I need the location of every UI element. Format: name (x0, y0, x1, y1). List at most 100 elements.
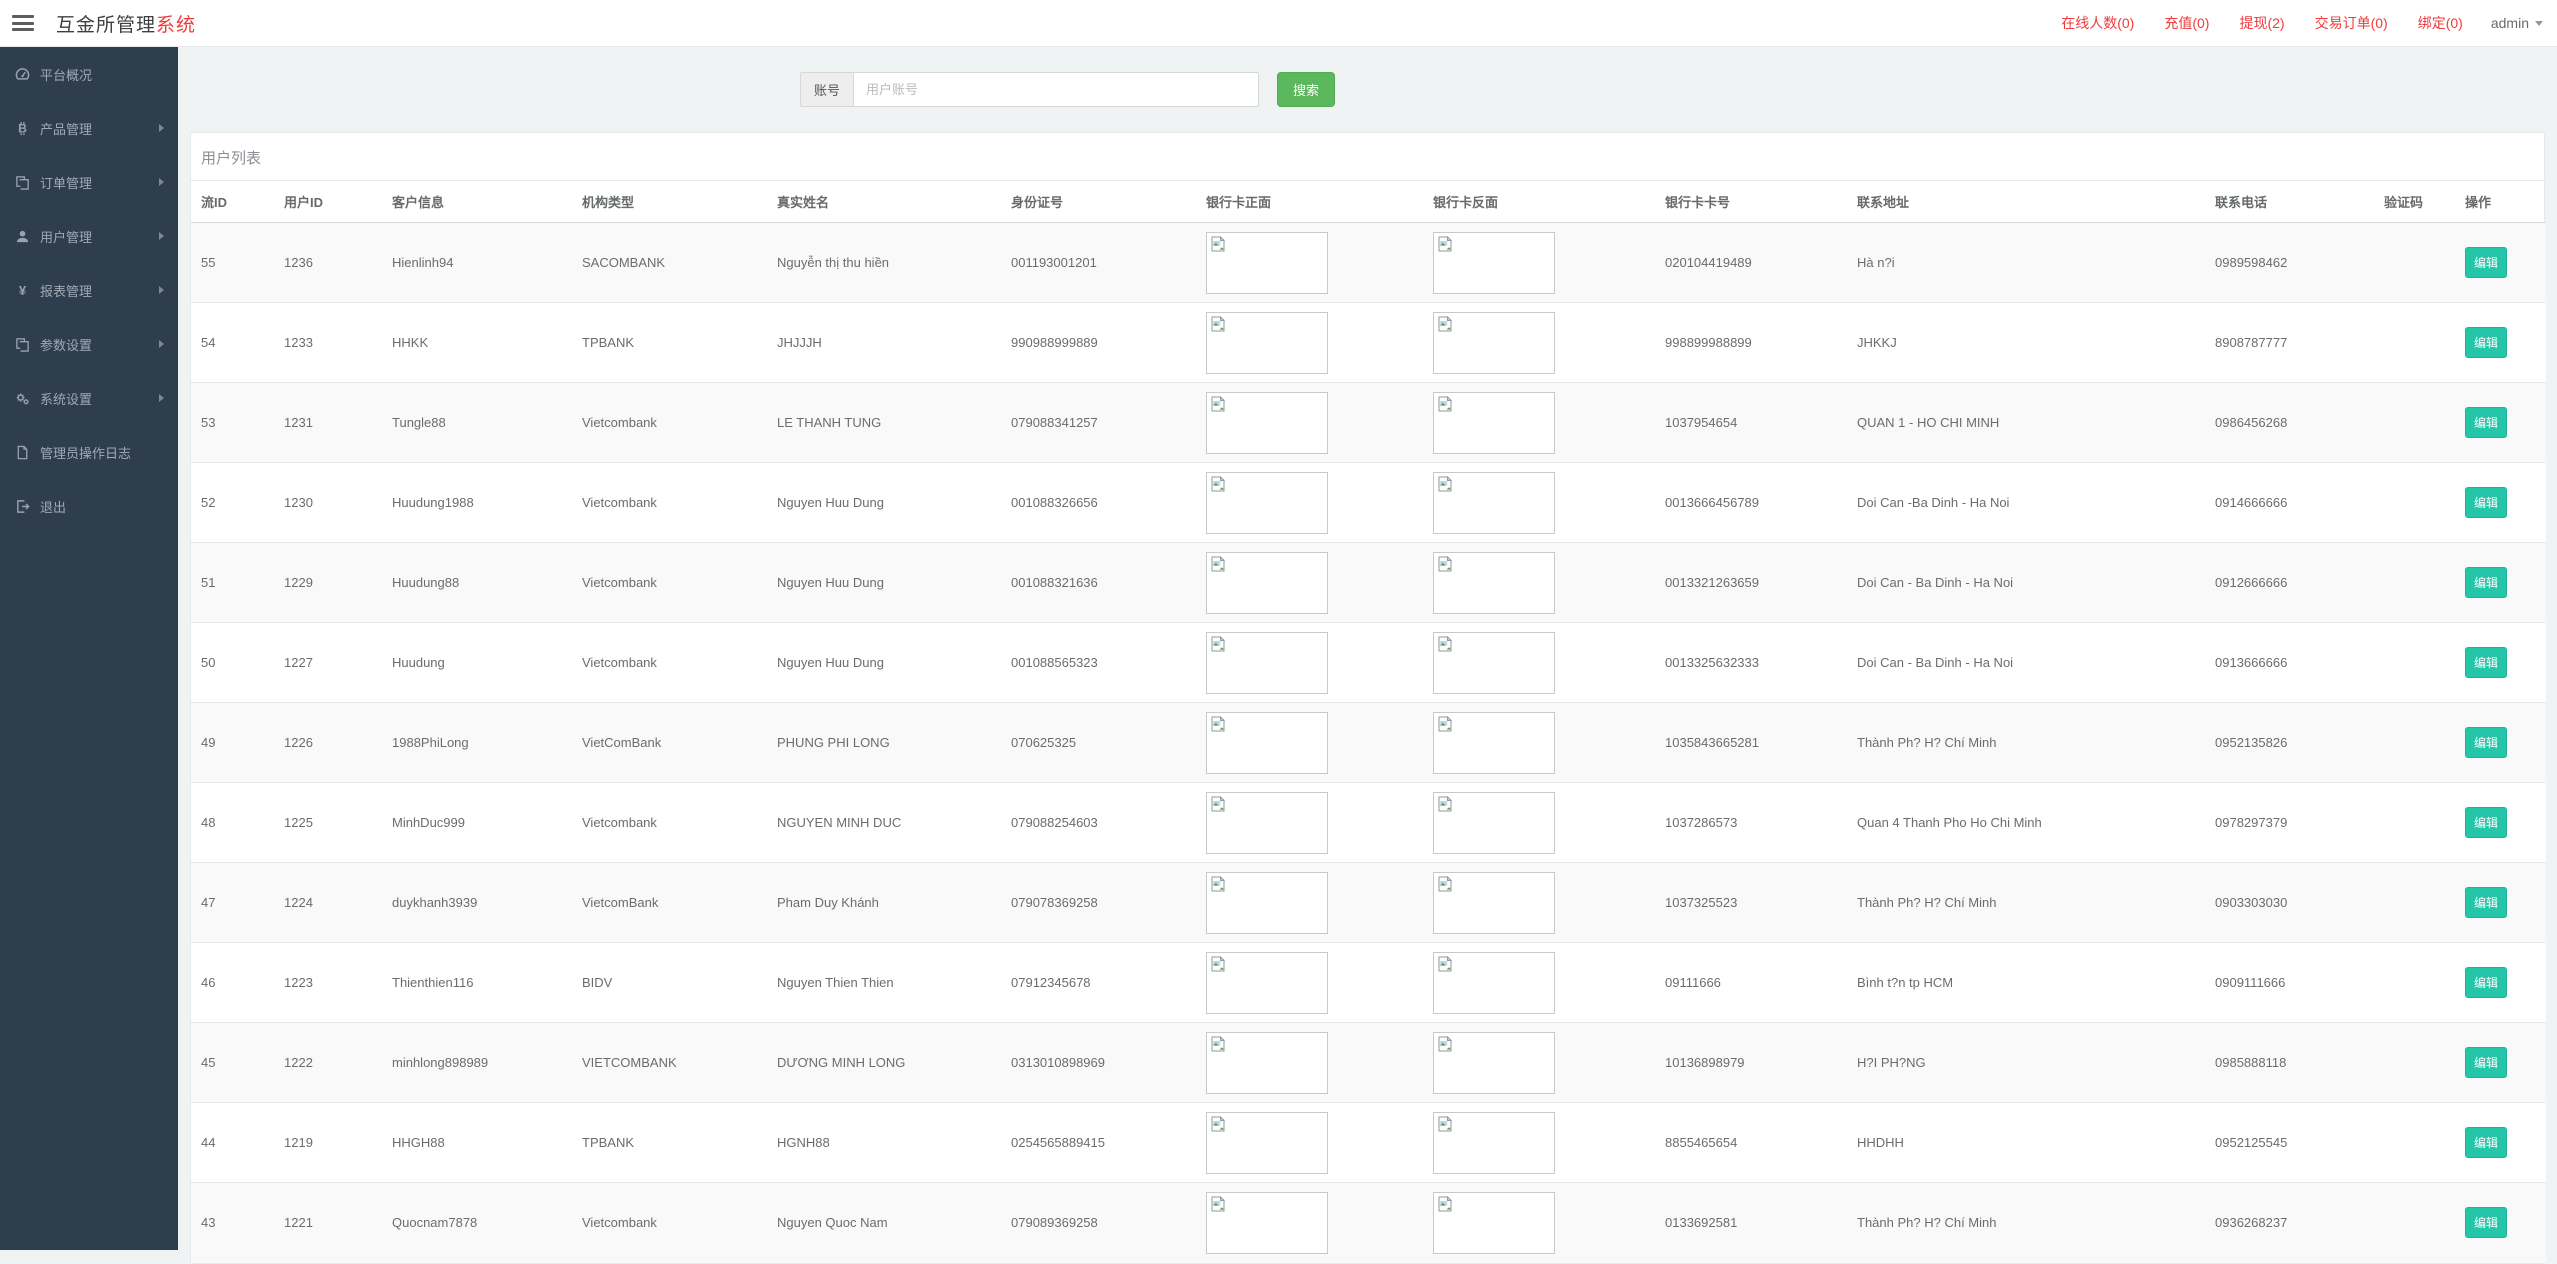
cell-user-id: 1227 (274, 622, 382, 703)
edit-button[interactable]: 编辑 (2465, 807, 2508, 838)
bank-card-front-image[interactable] (1206, 1111, 1328, 1174)
cell-actions: 编辑 (2455, 302, 2546, 383)
edit-button[interactable]: 编辑 (2465, 567, 2508, 598)
search-input[interactable] (853, 72, 1260, 107)
bank-card-back-image[interactable] (1433, 951, 1555, 1014)
edit-button[interactable]: 编辑 (2465, 647, 2508, 678)
header-stat-link[interactable]: 绑定(0) (2417, 15, 2463, 31)
header-stat-link[interactable]: 充值(0) (2164, 15, 2210, 31)
bank-card-front-image[interactable] (1206, 1191, 1328, 1254)
cell-flow-id: 43 (191, 1182, 274, 1263)
bank-card-front-image[interactable] (1206, 471, 1328, 534)
bank-card-back-image[interactable] (1433, 1191, 1555, 1254)
column-header: 操作 (2455, 180, 2546, 223)
bank-card-front-image[interactable] (1206, 551, 1328, 614)
bank-card-front-image[interactable] (1206, 391, 1328, 454)
cell-actions: 编辑 (2455, 782, 2546, 863)
cell-verify-code (2374, 622, 2455, 703)
bank-card-back-image[interactable] (1433, 551, 1555, 614)
bank-card-front-image[interactable] (1206, 711, 1328, 774)
cell-bank-card-front (1196, 1102, 1423, 1183)
cell-real-name: Nguyen Huu Dung (767, 462, 1001, 543)
menu-toggle-icon[interactable] (12, 15, 34, 31)
edit-button[interactable]: 编辑 (2465, 1207, 2508, 1239)
cell-contact-address: HHDHH (1847, 1102, 2205, 1183)
bank-card-back-image[interactable] (1433, 231, 1555, 294)
sidebar-item-8[interactable]: 管理员操作日志 (0, 425, 178, 479)
user-icon (14, 228, 30, 244)
cell-actions: 编辑 (2455, 1102, 2546, 1183)
bank-card-back-image[interactable] (1433, 1031, 1555, 1094)
edit-button[interactable]: 编辑 (2465, 247, 2508, 278)
edit-button[interactable]: 编辑 (2465, 1047, 2508, 1078)
cell-verify-code (2374, 702, 2455, 783)
cell-bank-card-number: 0013321263659 (1655, 542, 1847, 623)
sidebar-item-1[interactable]: 平台概况 (0, 47, 178, 101)
bank-card-back-image[interactable] (1433, 311, 1555, 374)
bank-card-back-image[interactable] (1433, 391, 1555, 454)
table-row: 53 1231 Tungle88 Vietcombank LE THANH TU… (191, 382, 2546, 463)
bank-card-back-image[interactable] (1433, 711, 1555, 774)
edit-button[interactable]: 编辑 (2465, 967, 2508, 998)
cell-id-number: 001088565323 (1001, 622, 1196, 703)
sidebar-item-5[interactable]: ¥ 报表管理 (0, 263, 178, 317)
bank-card-front-image[interactable] (1206, 951, 1328, 1014)
bank-card-back-image[interactable] (1433, 631, 1555, 694)
cell-actions: 编辑 (2455, 622, 2546, 703)
edit-button[interactable]: 编辑 (2465, 327, 2508, 358)
bank-card-front-image[interactable] (1206, 311, 1328, 374)
cell-bank-card-back (1423, 862, 1655, 943)
cell-user-id: 1221 (274, 1182, 382, 1263)
cell-bank-card-front (1196, 223, 1423, 303)
sidebar-item-label: 退出 (40, 499, 67, 515)
sidebar-item-3[interactable]: 订单管理 (0, 155, 178, 209)
cell-verify-code (2374, 1182, 2455, 1263)
cell-real-name: NGUYEN MINH DUC (767, 782, 1001, 863)
cell-real-name: Nguyen Huu Dung (767, 542, 1001, 623)
sidebar-item-4[interactable]: 用户管理 (0, 209, 178, 263)
svg-text:¥: ¥ (18, 283, 26, 298)
search-button[interactable]: 搜索 (1277, 72, 1336, 107)
column-header: 联系地址 (1847, 180, 2205, 223)
edit-button[interactable]: 编辑 (2465, 727, 2508, 758)
sidebar-item-label: 系统设置 (40, 391, 93, 407)
bank-card-front-image[interactable] (1206, 871, 1328, 934)
broken-image-icon (1438, 1195, 1453, 1212)
bank-card-back-image[interactable] (1433, 791, 1555, 854)
cell-actions: 编辑 (2455, 862, 2546, 943)
sidebar-item-9[interactable]: 退出 (0, 479, 178, 533)
sidebar-item-2[interactable]: B 产品管理 (0, 101, 178, 155)
bank-card-back-image[interactable] (1433, 1111, 1555, 1174)
bank-card-front-image[interactable] (1206, 231, 1328, 294)
main-content: 账号 搜索 用户列表 流ID用户ID客户信息机构类型真实姓名身份证号银行卡正面银… (178, 47, 2557, 1264)
edit-button[interactable]: 编辑 (2465, 1127, 2508, 1158)
cell-contact-address: Doi Can -Ba Dinh - Ha Noi (1847, 462, 2205, 543)
cell-actions: 编辑 (2455, 542, 2546, 623)
cell-contact-address: Bình t?n tp HCM (1847, 942, 2205, 1023)
cell-bank-type: TPBANK (572, 302, 767, 383)
edit-button[interactable]: 编辑 (2465, 887, 2508, 918)
broken-image-icon (1211, 555, 1226, 571)
edit-button[interactable]: 编辑 (2465, 407, 2508, 438)
sidebar-item-7[interactable]: 系统设置 (0, 371, 178, 425)
chevron-right-icon (159, 124, 164, 132)
bank-card-front-image[interactable] (1206, 791, 1328, 854)
column-header: 真实姓名 (767, 180, 1001, 223)
cell-customer-info: Hienlinh94 (392, 255, 454, 270)
bank-card-back-image[interactable] (1433, 471, 1555, 534)
edit-button[interactable]: 编辑 (2465, 487, 2508, 518)
user-menu[interactable]: admin (2491, 15, 2543, 31)
header-stat-link[interactable]: 交易订单(0) (2314, 15, 2388, 31)
bank-card-front-image[interactable] (1206, 1031, 1328, 1094)
logout-icon (14, 498, 30, 514)
bank-card-front-image[interactable] (1206, 631, 1328, 694)
cell-bank-type: TPBANK (572, 1102, 767, 1183)
cell-customer-info: duykhanh3939 (382, 862, 572, 943)
cell-bank-card-back (1423, 223, 1655, 303)
header-stat-link[interactable]: 提现(2) (2239, 15, 2285, 31)
bank-card-back-image[interactable] (1433, 871, 1555, 934)
sidebar-item-6[interactable]: 参数设置 (0, 317, 178, 371)
cell-real-name: PHUNG PHI LONG (767, 702, 1001, 783)
header-stat-link[interactable]: 在线人数(0) (2061, 15, 2135, 31)
table-row: 44 1219 HHGH88 TPBANK HGNH88 02545658894… (191, 1102, 2546, 1183)
